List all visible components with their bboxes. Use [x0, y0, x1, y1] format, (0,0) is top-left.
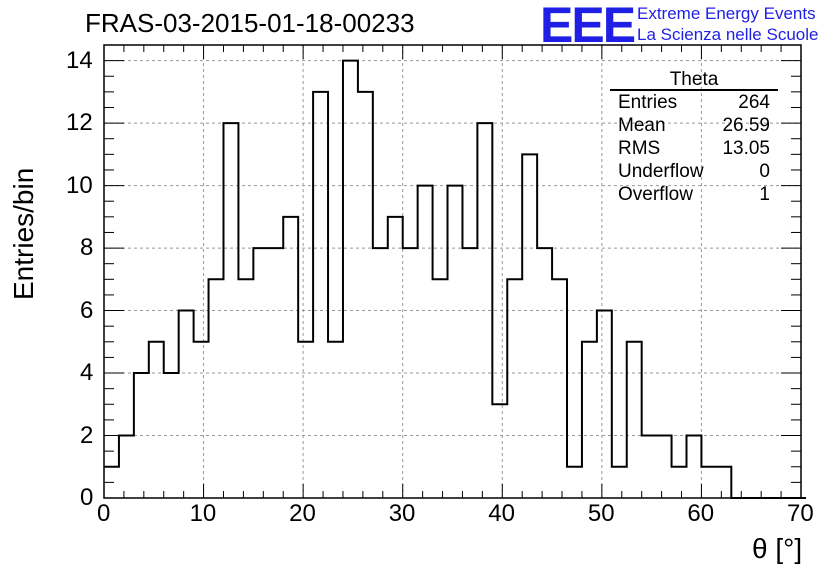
eee-logo: EEE: [540, 0, 636, 53]
plot-frame: [103, 44, 802, 499]
stats-label: Mean: [618, 115, 666, 136]
y-tick-label: 6: [80, 296, 94, 324]
stats-box: Theta Entries 264 Mean 26.59 RMS 13.05 Unde…: [610, 69, 778, 210]
x-tick-label: 10: [189, 500, 217, 527]
y-axis-label: Entries/bin: [8, 167, 39, 300]
y-tick-label: 10: [66, 171, 93, 199]
stats-label: Entries: [618, 92, 678, 113]
stats-value: 0: [759, 161, 770, 182]
stats-value: 13.05: [722, 138, 770, 159]
chart-title: FRAS-03-2015-01-18-00233: [85, 8, 415, 38]
x-tick-label: 30: [388, 500, 416, 527]
x-tick-label: 60: [687, 500, 715, 527]
stats-label: Overflow: [618, 184, 693, 205]
x-tick-label: 40: [488, 500, 515, 527]
stats-label: RMS: [618, 138, 661, 159]
histogram-line: [104, 59, 806, 499]
x-tick-label: 70: [787, 500, 814, 527]
stats-value: 264: [738, 92, 770, 113]
stats-row: Overflow 1: [618, 184, 770, 206]
stats-separator: [610, 89, 778, 91]
y-tick-label: 2: [80, 421, 94, 449]
stats-label: Underflow: [618, 161, 704, 182]
x-tick-label: 0: [97, 500, 111, 527]
y-tick-label: 4: [80, 359, 94, 387]
stats-row: Underflow 0: [618, 161, 770, 183]
stats-row: RMS 13.05: [618, 138, 770, 160]
y-tick-label: 14: [66, 46, 93, 74]
stats-value: 1: [759, 184, 770, 205]
stats-row: Entries 264: [618, 92, 770, 114]
x-axis-label: θ [°]: [752, 533, 803, 564]
logo-line-1: Extreme Energy Events: [637, 4, 816, 23]
x-tick-label: 20: [289, 500, 316, 527]
logo-line-2: La Scienza nelle Scuole: [637, 25, 819, 44]
y-tick-label: 0: [80, 484, 94, 511]
y-tick-label: 12: [66, 109, 93, 137]
stats-title: Theta: [669, 69, 719, 90]
x-tick-label: 50: [587, 500, 615, 527]
axis-ticks: [103, 45, 802, 499]
stats-value: 26.59: [722, 115, 770, 136]
stats-row: Mean 26.59: [618, 115, 770, 137]
y-tick-label: 8: [80, 234, 94, 262]
